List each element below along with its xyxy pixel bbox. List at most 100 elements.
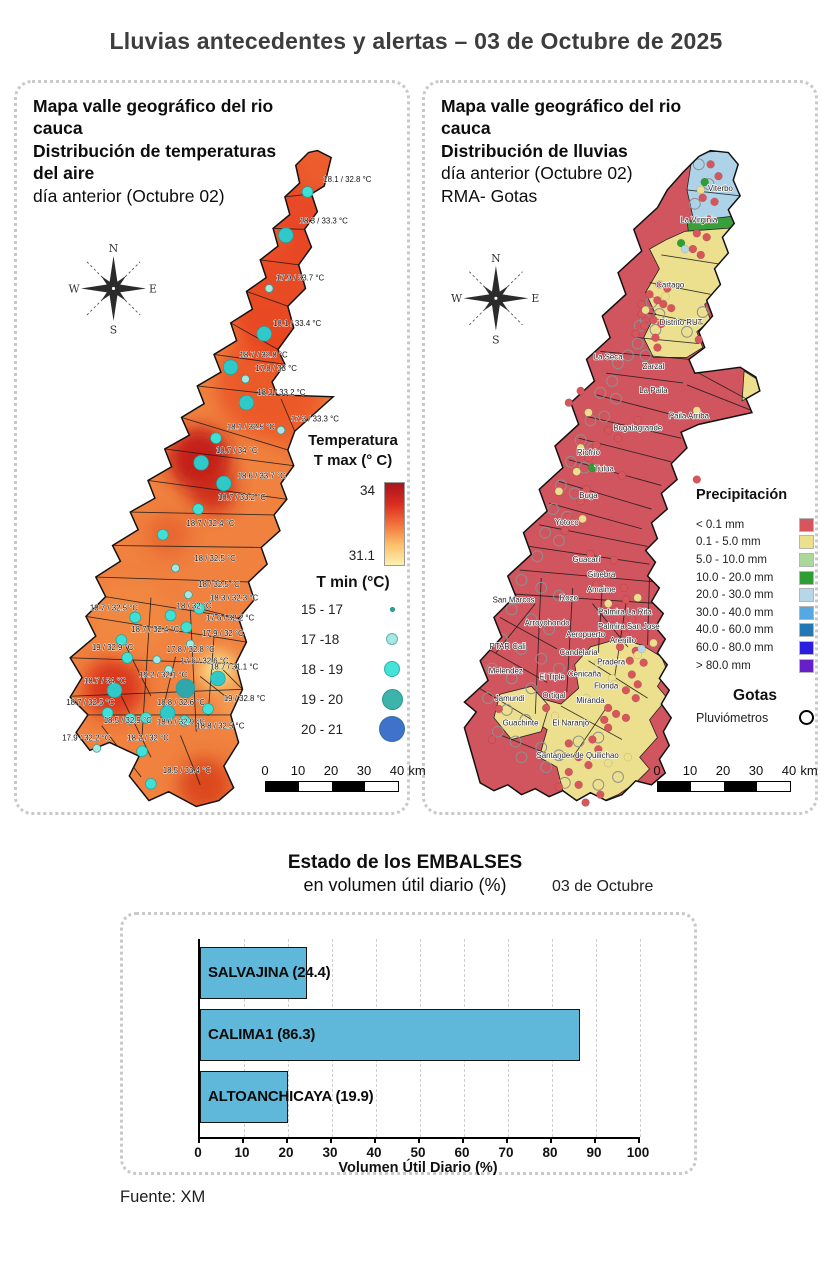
- rain-dot-red: [704, 215, 713, 224]
- station-dot: [136, 745, 148, 758]
- place-label: Pradera: [597, 658, 626, 667]
- rain-dot-red: [611, 605, 621, 614]
- municipality-border: [72, 688, 243, 697]
- station-temperature-label: 18.5 / 32.9 °C: [104, 716, 152, 725]
- station-dot: [106, 682, 123, 698]
- station-temperature-label: 18.7 / 34 °C: [216, 446, 258, 455]
- place-label: El Naranjo: [552, 719, 589, 728]
- pluviometro-gauge-circle: [639, 349, 652, 362]
- scale-bar-segment: [365, 782, 398, 791]
- municipality-border: [596, 394, 688, 419]
- tmin-legend-row: 17 -18: [299, 624, 407, 654]
- place-label: Florida: [594, 681, 619, 690]
- station-temperature-label: 18.6 / 32.9 °C: [157, 718, 205, 727]
- precipitation-class-swatch: [799, 605, 814, 620]
- precipitation-class-label: < 0.1 mm: [696, 518, 745, 531]
- tmin-legend-row: 19 - 20: [299, 684, 407, 714]
- place-label: Cartago: [656, 280, 685, 289]
- municipality-border: [221, 668, 243, 690]
- reservoir-bar-label: SALVAJINA (24.4): [208, 964, 331, 981]
- tmax-color-ramp-row: 34 31.1: [299, 482, 405, 566]
- scale-bar-tick: 10: [290, 763, 306, 778]
- rain-dot-red: [487, 735, 497, 744]
- compass-letter: W: [451, 292, 463, 305]
- x-axis-tick: [374, 1137, 376, 1143]
- rain-dot-yellow: [554, 487, 564, 496]
- municipality-border: [566, 587, 574, 693]
- x-axis-tick: [198, 1137, 200, 1143]
- municipality-border: [180, 735, 201, 785]
- precipitation-classes: < 0.1 mm 0.1 - 5.0 mm 5.0 - 10.0 mm 10.0 - …: [696, 516, 814, 674]
- station-dot: [171, 563, 180, 573]
- rain-dot-red: [564, 398, 573, 407]
- municipality-border: [147, 480, 287, 500]
- chart-gridline: [640, 939, 641, 1137]
- rain-dot-yellow: [584, 408, 593, 417]
- compass-rose: N S E W: [69, 242, 157, 337]
- station-temperature-label: 17.6 / 32.2 °C: [206, 613, 254, 622]
- pluviometro-gauge-circle: [505, 603, 518, 616]
- municipality-border: [181, 417, 288, 451]
- station-dot: [264, 284, 274, 293]
- compass-letter: N: [109, 242, 118, 255]
- rain-dot-red: [596, 790, 605, 799]
- rain-dot-red: [586, 550, 595, 559]
- tmin-size-dot: [379, 716, 405, 742]
- place-label: Yotoco: [555, 518, 579, 527]
- rain-dot-red: [631, 693, 640, 703]
- station-temperature-label: 18.7 / 32.4 °C: [131, 625, 179, 634]
- rain-dot-blue: [637, 644, 646, 654]
- compass-letter: N: [491, 252, 500, 265]
- place-label: Rozo: [560, 594, 579, 603]
- station-dot: [222, 359, 239, 375]
- station-dot: [216, 475, 232, 492]
- gotas-title: Gotas: [733, 687, 777, 705]
- tmin-dot-box: [377, 715, 407, 743]
- rain-dot-yellow: [609, 680, 619, 689]
- municipality-border: [95, 576, 249, 583]
- place-label: Amaime: [587, 585, 616, 594]
- rain-dot-red: [659, 300, 668, 309]
- tmin-dot-box: [377, 595, 407, 623]
- compass-letter: E: [531, 292, 539, 305]
- municipality-border: [199, 676, 229, 699]
- pluviometro-gauge-circle: [688, 197, 701, 210]
- rain-dot-red: [694, 335, 703, 344]
- compass-spike: [108, 288, 119, 321]
- station-dot: [92, 744, 102, 753]
- pluviometro-gauge-circle: [515, 751, 528, 764]
- pluviometro-gauge-circle: [553, 589, 565, 602]
- rain-dot-red: [621, 595, 631, 604]
- pluviometro-icon: [799, 710, 814, 726]
- scale-bar-unit: km: [408, 763, 426, 778]
- rain-dot-red: [639, 658, 648, 667]
- x-axis-label: Volumen Útil Diario (%): [338, 1160, 498, 1176]
- place-label: Viterbo: [708, 184, 733, 193]
- rain-dot-red: [663, 284, 672, 293]
- municipality-border: [164, 448, 294, 467]
- rain-dot-red: [657, 319, 666, 329]
- rain-dot-red: [560, 526, 570, 535]
- rain-dot-red: [584, 760, 593, 770]
- rain-dot-blue: [680, 244, 690, 254]
- rain-dot-red: [592, 579, 601, 589]
- municipality-border: [686, 189, 741, 197]
- scale-bar-unit: km: [800, 763, 818, 778]
- compass-spike: [108, 255, 119, 289]
- rain-dot-red: [621, 686, 631, 695]
- pluviometro-gauge-circle: [482, 692, 494, 705]
- precipitation-class-swatch: [799, 552, 814, 567]
- reservoir-bar-label: ALTOANCHICAYA (19.9): [208, 1088, 374, 1105]
- pluviometro-gauge-circle: [525, 682, 538, 695]
- rain-dot-yellow: [578, 514, 587, 524]
- rain-dot-yellow: [623, 753, 633, 762]
- station-temperature-label: 19 / 32.8 °C: [224, 694, 266, 703]
- station-dot: [193, 602, 205, 615]
- embalses-title: Estado de los EMBALSES: [287, 852, 523, 873]
- municipality-border: [592, 603, 629, 648]
- compass-spike: [81, 283, 114, 294]
- rain-dot-red: [576, 386, 585, 396]
- rain-dot-red: [588, 735, 597, 744]
- reservoir-bar: [200, 947, 308, 999]
- rain-dot-red: [692, 229, 702, 238]
